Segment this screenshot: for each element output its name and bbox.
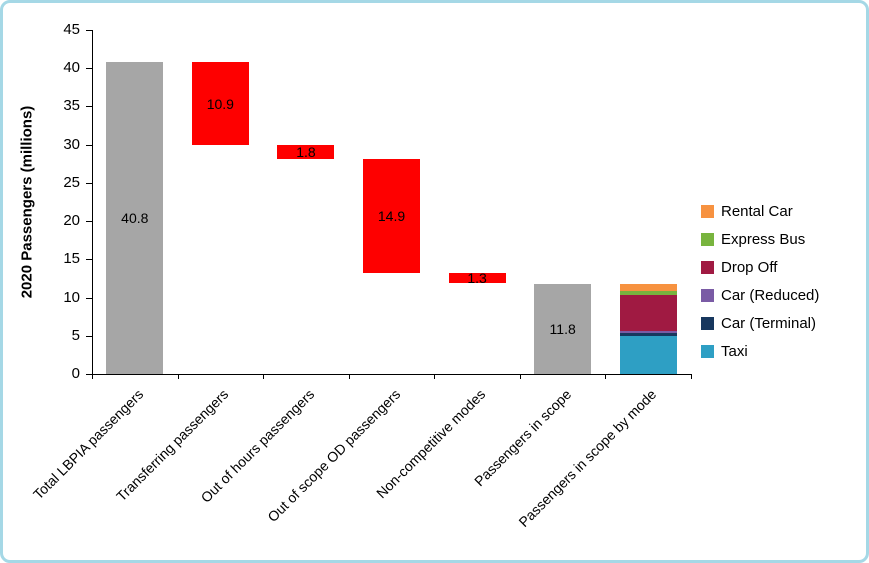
y-tick-label: 25: [63, 173, 80, 191]
legend-swatch: [701, 260, 714, 274]
bar-value-label: 11.8: [549, 320, 576, 337]
y-tick-label: 20: [63, 212, 80, 230]
y-tick-mark: [86, 68, 92, 70]
legend-label: Rental Car: [721, 202, 793, 220]
stack-segment-drop-off: [619, 295, 677, 332]
legend-item: Car (Terminal): [701, 309, 819, 337]
x-category-label: Non-competitive modes: [373, 386, 489, 502]
x-category-label: Passengers in scope: [470, 386, 574, 490]
legend-swatch: [701, 344, 714, 358]
y-tick-label: 10: [63, 288, 80, 306]
stack-segment-taxi: [619, 335, 677, 374]
bar-value-label: 40.8: [121, 210, 149, 227]
bar-value-label: 14.9: [377, 208, 406, 225]
y-tick-label: 5: [71, 326, 80, 344]
bar-decrease: [363, 159, 420, 274]
legend-item: Express Bus: [701, 225, 819, 253]
x-tick-mark: [92, 374, 93, 379]
x-category-label: Out of hours passengers: [197, 386, 318, 506]
stack-segment-car-reduced-: [619, 331, 677, 334]
bar-total: [106, 62, 164, 374]
x-tick-mark: [434, 374, 436, 379]
bar-decrease: [448, 273, 506, 284]
legend-label: Drop Off: [721, 258, 778, 276]
y-tick-mark: [86, 335, 92, 337]
legend-item: Car (Reduced): [701, 281, 819, 309]
y-axis-title: 2020 Passengers (millions): [18, 105, 36, 299]
bar-decrease: [277, 145, 335, 160]
y-tick-label: 30: [63, 135, 80, 153]
bar-value-label: 10.9: [206, 95, 234, 112]
legend-label: Taxi: [721, 342, 748, 360]
legend-item: Rental Car: [701, 197, 819, 225]
x-tick-mark: [519, 374, 521, 379]
legend: Rental Car Express Bus Drop Off Car (Reduce…: [701, 197, 819, 365]
legend-swatch: [701, 288, 714, 302]
legend-label: Car (Reduced): [721, 286, 820, 304]
y-tick-label: 35: [63, 97, 80, 115]
bar-value-label: 1.3: [467, 270, 487, 287]
x-category-label: Out of scope OD passengers: [263, 386, 403, 525]
y-tick-label: 0: [71, 365, 80, 382]
stack-segment-express-bus: [619, 291, 677, 296]
stack-segment-rental-car: [619, 283, 677, 292]
legend-label: Express Bus: [721, 230, 806, 248]
y-tick-mark: [86, 30, 92, 31]
y-tick-label: 15: [63, 250, 80, 268]
y-tick-mark: [86, 374, 92, 375]
y-tick-mark: [86, 182, 92, 184]
x-tick-mark: [348, 374, 350, 379]
x-category-label: Passengers in scope by mode: [515, 386, 660, 530]
y-tick-mark: [86, 221, 92, 223]
bar-value-label: 1.8: [296, 144, 316, 161]
y-tick-mark: [86, 106, 92, 108]
legend-swatch: [701, 232, 714, 246]
x-category-label: Transferring passengers: [113, 386, 232, 505]
stack-segment-car-terminal-: [619, 333, 677, 336]
legend-item: Drop Off: [701, 253, 819, 281]
x-tick-mark: [691, 374, 692, 379]
bar-decrease: [191, 62, 249, 146]
legend-swatch: [701, 204, 714, 218]
x-axis-line: [92, 374, 691, 375]
y-tick-mark: [86, 144, 92, 146]
y-tick-label: 40: [63, 59, 80, 77]
x-tick-mark: [177, 374, 179, 379]
y-tick-label: 45: [63, 21, 80, 38]
bar-total: [534, 283, 592, 374]
x-tick-mark: [605, 374, 607, 379]
x-tick-mark: [263, 374, 265, 379]
y-tick-mark: [86, 297, 92, 299]
y-axis-line: [92, 30, 93, 375]
y-tick-mark: [86, 259, 92, 261]
legend-swatch: [701, 316, 714, 330]
legend-label: Car (Terminal): [721, 314, 817, 332]
legend-item: Taxi: [701, 337, 819, 365]
